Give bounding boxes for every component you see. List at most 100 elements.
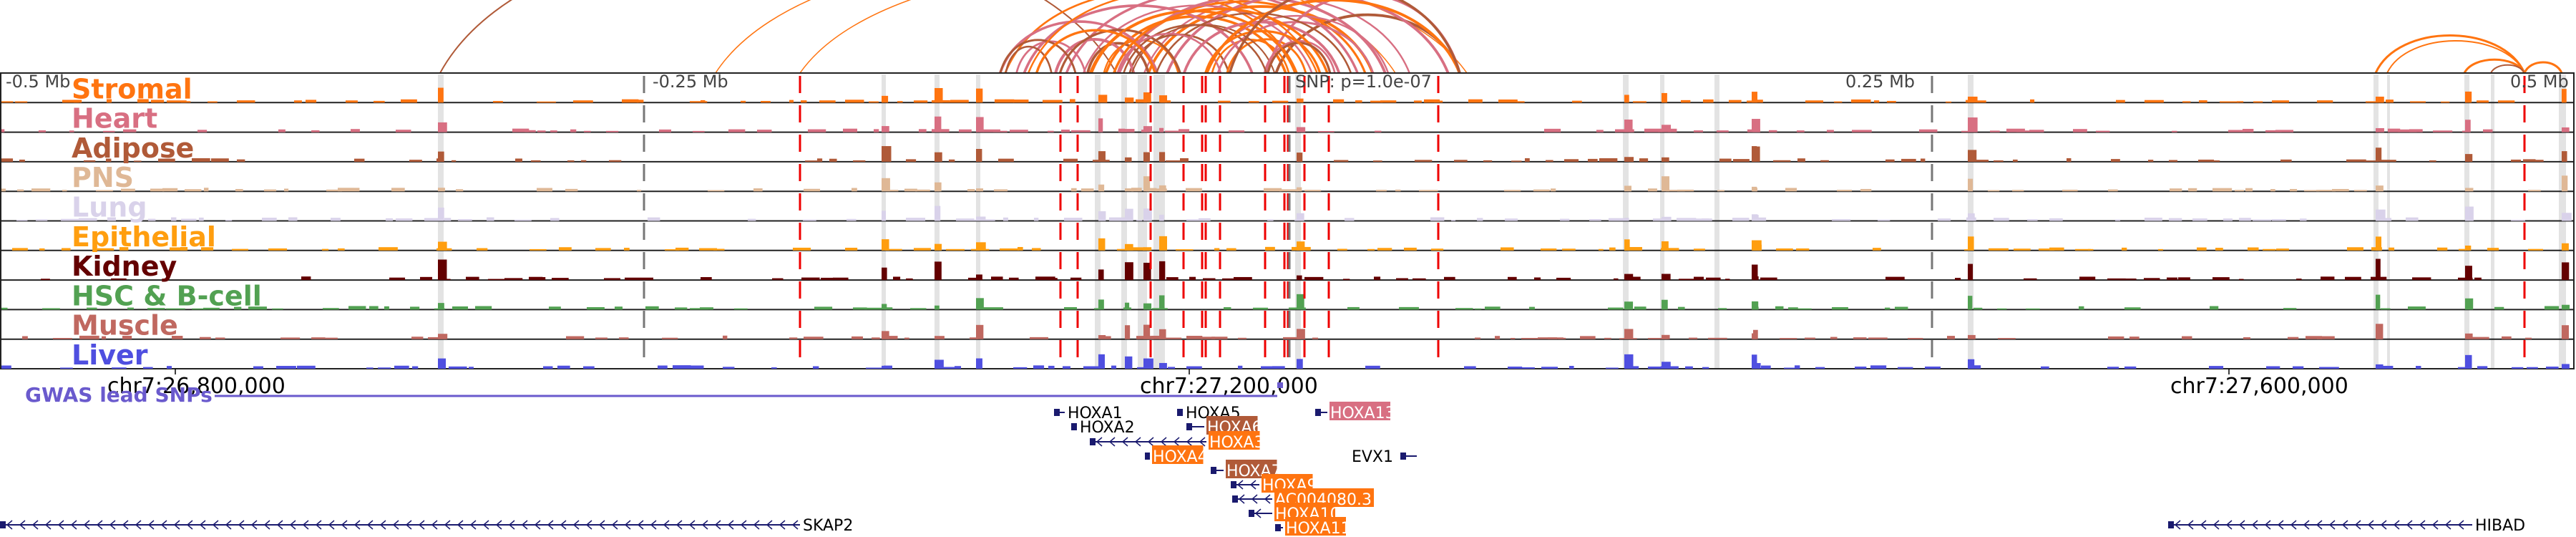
signal-bar: [1203, 278, 1216, 281]
chromatin-loop-arc: [1228, 0, 1461, 74]
strand-arrow-icon: [1096, 437, 1103, 447]
signal-bar: [1608, 307, 1624, 310]
signal-bar: [2270, 189, 2275, 192]
strand-arrow-icon: [1173, 437, 1180, 447]
strand-arrow-icon: [2380, 520, 2387, 530]
signal-bar: [1064, 306, 1078, 310]
signal-bar: [1226, 248, 1236, 251]
signal-peak: [1968, 334, 1976, 339]
strand-arrow-icon: [534, 520, 541, 530]
strand-arrow-icon: [2225, 520, 2233, 530]
signal-bar: [1415, 160, 1433, 162]
strand-arrow-icon: [714, 520, 721, 530]
signal-peak: [1662, 157, 1669, 162]
signal-peak: [438, 122, 447, 132]
signal-bar: [1081, 188, 1094, 192]
coordinate-label: chr7:27,600,000: [2170, 374, 2348, 399]
signal-bar: [982, 219, 995, 221]
signal-bar: [2144, 278, 2160, 281]
signal-bar: [1477, 218, 1483, 221]
signal-bar: [1564, 159, 1579, 162]
signal-bar: [1761, 365, 1771, 369]
strand-arrow-icon: [44, 520, 52, 530]
signal-bar: [914, 248, 931, 251]
signal-bar: [1946, 101, 1952, 103]
signal-bar: [728, 129, 746, 132]
gene-hoxa3: HOXA3: [1090, 431, 1264, 452]
signal-bar: [1626, 276, 1641, 281]
strand-arrow-icon: [2431, 520, 2439, 530]
signal-bar: [354, 158, 365, 162]
signal-bar: [103, 130, 115, 132]
signal-peak: [1098, 151, 1106, 162]
signal-bar: [565, 188, 578, 192]
signal-peak: [2376, 127, 2384, 132]
strand-arrow-icon: [2367, 520, 2374, 530]
signal-bar: [151, 100, 165, 103]
gene-label-highlight: [1285, 517, 1346, 536]
signal-bar: [2088, 248, 2094, 251]
signal-bar: [1868, 337, 1888, 339]
signal-bar: [181, 218, 197, 221]
signal-bar: [1797, 158, 1805, 162]
signal-bar: [1201, 337, 1216, 339]
signal-peak: [1125, 208, 1133, 221]
signal-bar: [801, 100, 807, 103]
signal-peak: [976, 298, 984, 310]
signal-bar: [504, 278, 523, 281]
signal-peak: [1662, 176, 1670, 192]
signal-bar: [410, 306, 420, 310]
signal-peak: [976, 242, 986, 251]
signal-bar: [31, 188, 51, 192]
signal-bar: [2502, 336, 2512, 339]
signal-peak: [1125, 325, 1131, 339]
signal-bar: [701, 100, 706, 103]
signal-bar: [466, 276, 479, 281]
exon-block: [1315, 409, 1321, 416]
signal-bar: [1071, 130, 1091, 132]
signal-bar: [2498, 100, 2515, 103]
strand-arrow-icon: [83, 520, 90, 530]
signal-bar: [123, 129, 137, 132]
signal-peak: [438, 151, 444, 162]
signal-bar: [1908, 337, 1923, 339]
signal-bar: [1852, 130, 1872, 132]
signal-bar: [793, 247, 811, 251]
signal-bar: [942, 367, 961, 369]
signal-bar: [956, 218, 975, 221]
signal-peak: [1297, 153, 1303, 162]
signal-bar: [515, 158, 522, 162]
signal-bar: [1990, 130, 2000, 132]
strand-arrow-icon: [135, 520, 142, 530]
signal-bar: [2116, 100, 2125, 103]
signal-bar: [882, 336, 898, 339]
signal-bar: [1805, 100, 1824, 103]
signal-bar: [1430, 217, 1445, 221]
signal-peak: [2562, 151, 2567, 162]
signal-bar: [1396, 278, 1408, 281]
strand-arrow-icon: [1238, 494, 1245, 504]
chromatin-loop-arc: [1205, 0, 1461, 74]
signal-bar: [1853, 337, 1867, 339]
exon-block: [1071, 423, 1077, 430]
signal-peak: [1662, 92, 1667, 103]
signal-bar: [1562, 248, 1576, 251]
signal-bar: [852, 336, 863, 339]
signal-bar: [1689, 337, 1698, 339]
strand-arrow-icon: [2303, 520, 2310, 530]
signal-bar: [640, 277, 654, 281]
signal-bar: [910, 308, 927, 310]
track-label-hsc-b-cell: HSC & B-cell: [72, 280, 262, 311]
strand-arrow-icon: [2419, 520, 2426, 530]
signal-bar: [1599, 158, 1618, 162]
strand-arrow-icon: [508, 520, 515, 530]
signal-bar: [2398, 129, 2417, 132]
signal-peak: [438, 358, 447, 369]
signal-bar: [2535, 160, 2544, 162]
signal-bar: [1648, 337, 1668, 339]
signal-bar: [1775, 306, 1784, 310]
signal-bar: [1997, 308, 2007, 310]
signal-bar: [1179, 129, 1190, 132]
signal-bar: [1885, 159, 1895, 162]
signal-bar: [2380, 218, 2392, 221]
